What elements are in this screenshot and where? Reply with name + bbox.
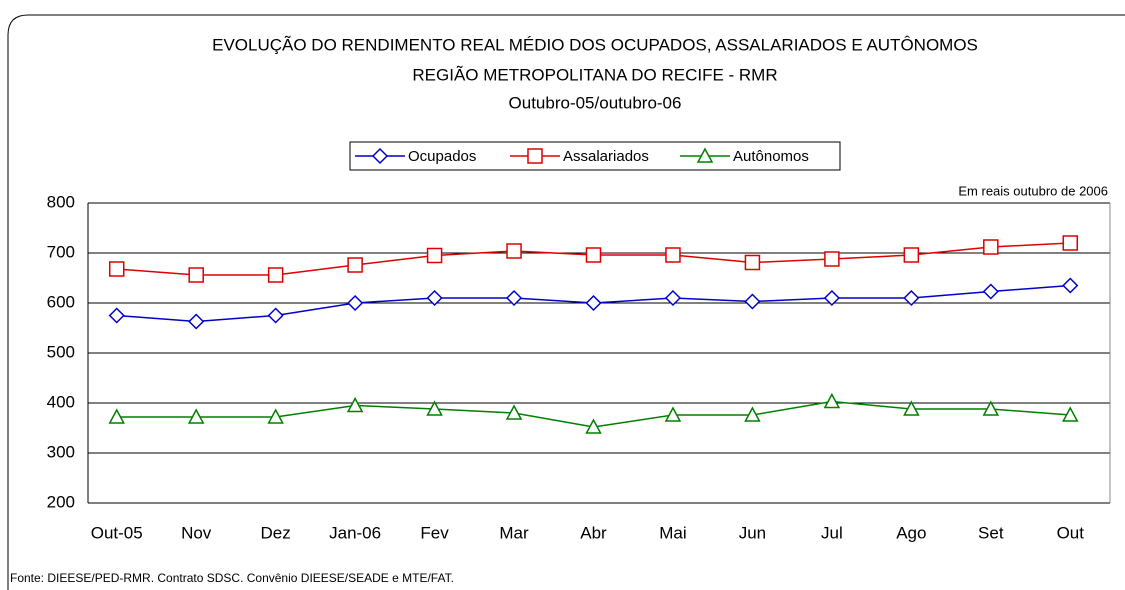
- point: [823, 392, 841, 409]
- point: [1062, 277, 1079, 294]
- x-tick-label: Jul: [821, 523, 843, 542]
- point: [108, 307, 125, 324]
- x-tick-label: Jun: [739, 523, 766, 542]
- y-tick-label: 800: [47, 192, 75, 211]
- point: [188, 267, 204, 283]
- legend-box: [349, 141, 841, 171]
- point: [506, 243, 522, 259]
- point: [824, 251, 840, 267]
- y-tick-label: 200: [47, 492, 75, 511]
- point: [347, 257, 363, 273]
- y-tick-label: 700: [47, 242, 75, 261]
- point: [903, 400, 920, 416]
- x-tick-label: Fev: [420, 523, 449, 542]
- chart-title: EVOLUÇÃO DO RENDIMENTO REAL MÉDIO DOS OC…: [212, 35, 978, 54]
- legend-marker: [696, 147, 714, 163]
- point: [187, 408, 205, 424]
- x-tick-label: Jan-06: [329, 523, 381, 542]
- y-tick-label: 300: [47, 442, 75, 461]
- chart-subtitle: REGIÃO METROPOLITANA DO RECIFE - RMR: [412, 65, 777, 84]
- point: [426, 400, 443, 416]
- point: [903, 289, 920, 307]
- point: [585, 247, 602, 263]
- x-tick-label: Set: [978, 523, 1004, 542]
- point: [267, 267, 284, 283]
- point: [744, 254, 761, 271]
- point: [108, 408, 125, 424]
- legend-marker: [527, 148, 543, 164]
- point: [983, 239, 999, 255]
- point: [426, 247, 443, 264]
- point: [665, 247, 681, 263]
- x-tick-label: Out: [1057, 523, 1085, 542]
- legend-marker: [371, 147, 389, 165]
- legend-label: Ocupados: [408, 148, 476, 165]
- x-tick-label: Nov: [181, 523, 212, 542]
- point: [903, 247, 920, 263]
- y-tick-label: 500: [47, 342, 75, 361]
- x-tick-label: Mar: [499, 523, 529, 542]
- legend-label: Assalariados: [563, 148, 649, 165]
- point: [505, 289, 523, 307]
- point: [1062, 235, 1079, 251]
- point: [426, 289, 443, 307]
- point: [744, 406, 761, 422]
- point: [347, 294, 364, 312]
- x-tick-label: Out-05: [91, 523, 143, 542]
- point: [585, 418, 602, 434]
- point: [188, 313, 205, 330]
- point: [664, 289, 682, 307]
- point: [108, 261, 125, 277]
- y-tick-label: 400: [47, 392, 75, 411]
- point: [823, 289, 840, 307]
- point: [505, 404, 523, 420]
- x-tick-label: Dez: [261, 523, 291, 542]
- source-note: Fonte: DIEESE/PED-RMR. Contrato SDSC. Co…: [10, 571, 454, 585]
- chart-period: Outubro-05/outubro-06: [509, 93, 682, 112]
- point: [744, 293, 761, 310]
- unit-note: Em reais outubro de 2006: [958, 183, 1108, 198]
- y-tick-label: 600: [47, 292, 75, 311]
- point: [346, 396, 364, 413]
- x-tick-label: Ago: [896, 523, 926, 542]
- point: [1062, 406, 1079, 422]
- frame: [7, 14, 1125, 590]
- point: [982, 283, 999, 300]
- point: [267, 408, 284, 424]
- point: [982, 400, 1000, 416]
- point: [585, 294, 602, 312]
- x-tick-label: Mai: [659, 523, 686, 542]
- point: [267, 307, 284, 324]
- point: [664, 406, 682, 422]
- x-tick-label: Abr: [580, 523, 607, 542]
- legend-label: Autônomos: [733, 148, 809, 165]
